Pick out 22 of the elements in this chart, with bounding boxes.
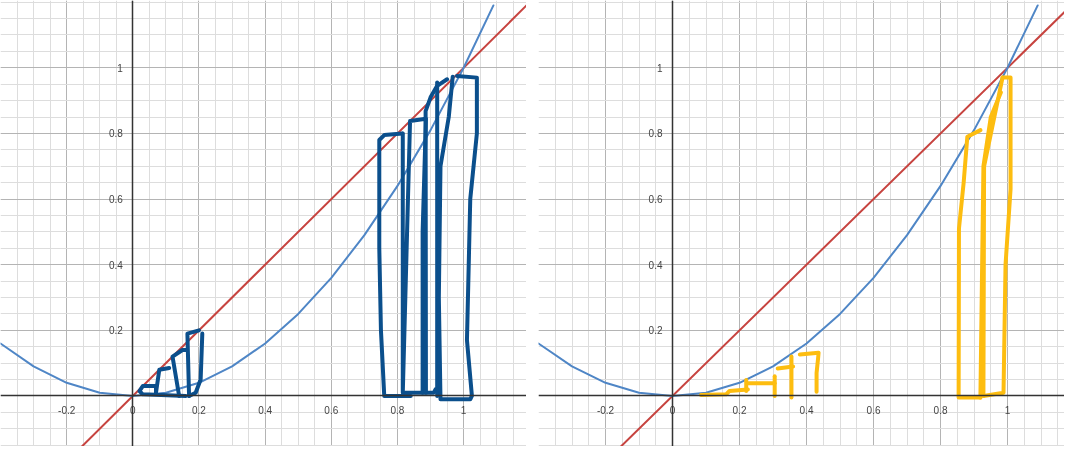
- y-tick-label: 0.6: [108, 194, 124, 206]
- y-tick-label: 0.4: [108, 259, 124, 271]
- y-tick-label: 0.6: [648, 194, 663, 206]
- x-tick-label: 1: [1004, 404, 1011, 416]
- y-tick-label: 0.8: [108, 128, 124, 140]
- x-tick-label: -0.2: [596, 404, 615, 416]
- y-tick-label: 1: [656, 62, 663, 74]
- x-tick-label: 0.2: [192, 404, 207, 416]
- y-tick-label: 0.2: [108, 325, 124, 337]
- y-tick-label: 0.4: [648, 259, 663, 271]
- x-tick-label: 0.6: [866, 404, 881, 416]
- x-tick-label: 0.8: [933, 404, 948, 416]
- y-tick-label: 0.2: [648, 325, 663, 337]
- x-tick-label: 0.4: [799, 404, 814, 416]
- x-tick-label: 1: [460, 404, 467, 416]
- x-tick-label: -0.2: [58, 404, 76, 416]
- y-tick-label: 0.8: [648, 128, 663, 140]
- x-tick-label: 0.4: [258, 404, 273, 416]
- x-tick-label: 0.2: [732, 404, 747, 416]
- x-tick-label: 0.8: [390, 404, 405, 416]
- x-tick-label: 0.6: [324, 404, 339, 416]
- y-tick-label: 1: [117, 62, 124, 74]
